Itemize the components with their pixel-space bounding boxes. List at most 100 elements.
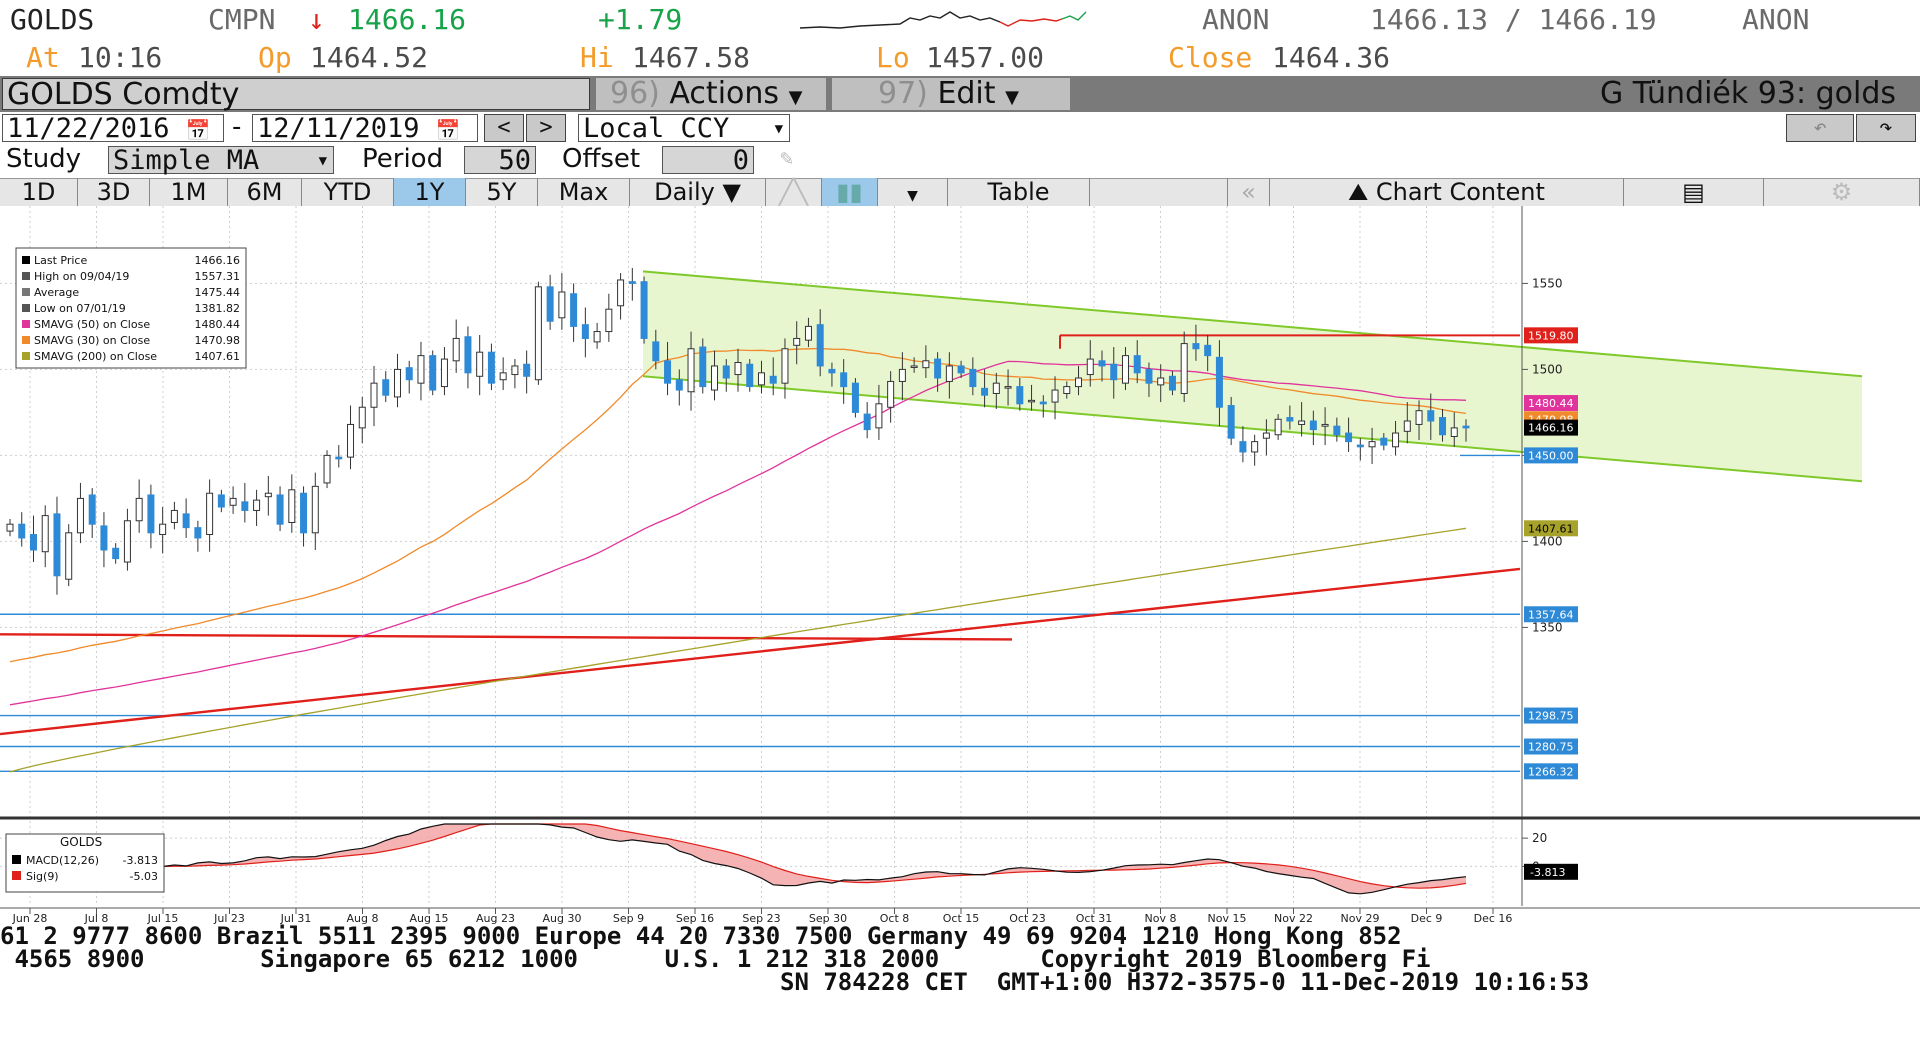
- undo-icon[interactable]: ↶: [1786, 114, 1854, 142]
- actions-menu[interactable]: 96) Actions ▼: [596, 78, 826, 110]
- candle-body: [640, 281, 648, 339]
- chart-content-button[interactable]: ⛰ Chart Content: [1270, 178, 1624, 206]
- candle-body: [617, 279, 625, 307]
- x-tick-label: Sep 30: [809, 912, 847, 924]
- candle-body: [570, 293, 578, 327]
- x-tick-label: Aug 23: [476, 912, 515, 924]
- candle-body: [370, 382, 378, 408]
- offset-input[interactable]: 0: [662, 146, 754, 175]
- frequency-select[interactable]: Daily ▼: [630, 178, 766, 206]
- macd-legend-label: MACD(12,26): [26, 854, 99, 867]
- candle-body: [29, 534, 37, 551]
- previous-period-button[interactable]: <: [484, 114, 524, 142]
- x-tick-label: Jul 23: [213, 912, 245, 924]
- tab-3d[interactable]: 3D: [78, 178, 150, 206]
- candle-body: [41, 515, 49, 553]
- price-tag-label: 1280.75: [1528, 741, 1574, 754]
- candlestick-series: [6, 267, 1470, 595]
- price-tag: [1524, 707, 1578, 724]
- candle-body: [628, 281, 636, 284]
- edit-menu-label: Edit: [937, 76, 996, 111]
- tab-6m[interactable]: 6M: [228, 178, 302, 206]
- x-tick-label: Nov 22: [1274, 912, 1313, 924]
- candle-body: [217, 494, 225, 508]
- candle-body: [53, 513, 61, 577]
- tab-5y[interactable]: 5Y: [466, 178, 538, 206]
- price-tag: [1524, 520, 1578, 537]
- end-date-field[interactable]: 12/11/2019 📅: [252, 114, 478, 143]
- candle-body: [88, 494, 96, 525]
- price-chart[interactable]: 13501400145015001550 1519.801480.441470.…: [0, 206, 1920, 924]
- redo-icon[interactable]: ↷: [1856, 114, 1916, 142]
- candle-chart-icon[interactable]: ▮▮: [822, 178, 878, 206]
- candle-body: [1380, 437, 1388, 446]
- table-button[interactable]: Table: [948, 178, 1090, 206]
- candle-body: [1098, 360, 1106, 367]
- legend-swatch: [22, 304, 30, 312]
- tab-1y[interactable]: 1Y: [394, 178, 466, 206]
- next-period-button[interactable]: >: [526, 114, 566, 142]
- anon-ask-source: ANON: [1742, 3, 1810, 36]
- candle-body: [840, 372, 848, 388]
- candle-body: [511, 365, 519, 376]
- x-tick-label: Oct 8: [880, 912, 910, 924]
- candle-body: [1039, 401, 1047, 405]
- at-value: 10:16: [78, 41, 163, 74]
- candle-body: [100, 525, 108, 551]
- price-tag: [1524, 447, 1578, 464]
- chart-legend[interactable]: Last Price 1466.16 High on 09/04/19 1557.31…: [15, 247, 247, 369]
- candle-body: [534, 286, 542, 381]
- period-input[interactable]: 50: [464, 146, 536, 175]
- candle-body: [746, 363, 754, 388]
- tab-1m[interactable]: 1M: [150, 178, 228, 206]
- anon-bid-source: ANON: [1202, 3, 1270, 36]
- x-tick-label: Jul 8: [84, 912, 109, 924]
- candle-body: [711, 365, 719, 391]
- tab-max[interactable]: Max: [538, 178, 630, 206]
- chart-type-dropdown[interactable]: ▼: [878, 178, 948, 206]
- line-chart-icon[interactable]: ╱╲: [766, 178, 822, 206]
- pencil-icon[interactable]: ✎: [780, 146, 794, 171]
- candle-body: [992, 382, 1000, 394]
- candle-body: [417, 355, 425, 384]
- start-date-field[interactable]: 11/22/2016 📅: [2, 114, 224, 143]
- legend-label: SMAVG (50) on Close: [34, 318, 150, 331]
- calendar-icon[interactable]: 📅: [185, 118, 211, 142]
- price-tag: [1524, 419, 1578, 436]
- legend-label: Last Price: [34, 254, 87, 267]
- x-tick-label: Oct 23: [1009, 912, 1046, 924]
- gear-icon[interactable]: ⚙: [1764, 178, 1920, 206]
- legend-value: 1466.16: [195, 254, 241, 267]
- candle-body: [898, 368, 906, 382]
- high-label: Hi: [580, 41, 614, 74]
- candle-body: [664, 360, 672, 384]
- tab-1d[interactable]: 1D: [0, 178, 78, 206]
- price-tag-label: 1407.61: [1528, 522, 1574, 535]
- candle-body: [1004, 386, 1012, 389]
- collapse-icon[interactable]: «: [1228, 178, 1270, 206]
- tab-ytd[interactable]: YTD: [302, 178, 394, 206]
- x-tick-label: Oct 15: [943, 912, 980, 924]
- legend-value: 1407.61: [195, 350, 241, 363]
- candle-body: [264, 492, 272, 498]
- candle-body: [1450, 427, 1458, 437]
- candle-body: [335, 456, 343, 460]
- chevron-down-icon: ▼: [907, 188, 918, 204]
- annotation-icon[interactable]: ▤: [1624, 178, 1764, 206]
- candle-body: [1356, 444, 1364, 448]
- edit-menu-number: 97): [878, 76, 928, 111]
- price-tag-label: 1298.75: [1528, 710, 1574, 723]
- candle-body: [300, 492, 308, 534]
- calendar-icon[interactable]: 📅: [435, 118, 461, 142]
- support-resistance-lines: [0, 334, 1521, 773]
- study-select[interactable]: Simple MA ▼: [108, 146, 334, 175]
- x-tick-label: Sep 9: [613, 912, 644, 924]
- price-source: CMPN: [208, 3, 276, 36]
- candle-body: [1145, 368, 1153, 384]
- candle-body: [1345, 432, 1353, 443]
- edit-menu[interactable]: 97) Edit ▼: [832, 78, 1070, 110]
- candle-body: [781, 348, 789, 384]
- currency-select[interactable]: Local CCY ▼: [578, 114, 790, 143]
- candle-body: [112, 547, 120, 560]
- macd-line: [10, 823, 1467, 895]
